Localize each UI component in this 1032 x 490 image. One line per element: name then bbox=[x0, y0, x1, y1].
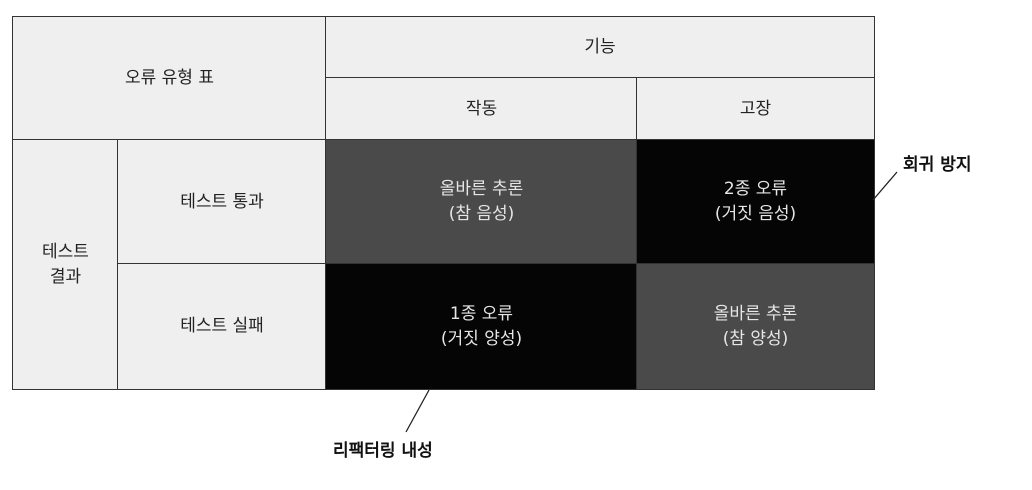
cell-true-negative: 올바른 추론 (참 음성) bbox=[325, 139, 638, 265]
refactoring-leader-line bbox=[405, 389, 430, 433]
corner-header: 오류 유형 표 bbox=[12, 16, 327, 141]
row-header-test-pass: 테스트 통과 bbox=[117, 139, 327, 265]
column-header-working: 작동 bbox=[325, 77, 638, 141]
row-group-header: 테스트 결과 bbox=[12, 139, 119, 390]
annotation-refactoring-resistance: 리팩터링 내성 bbox=[333, 441, 433, 461]
cell-true-positive: 올바른 추론 (참 양성) bbox=[636, 263, 875, 390]
annotation-regression-protection: 회귀 방지 bbox=[903, 155, 972, 175]
cell-false-positive: 1종 오류 (거짓 양성) bbox=[325, 263, 638, 390]
cell-false-negative: 2종 오류 (거짓 음성) bbox=[636, 139, 875, 265]
row-header-test-fail: 테스트 실패 bbox=[117, 263, 327, 390]
regression-leader-line bbox=[872, 171, 898, 201]
